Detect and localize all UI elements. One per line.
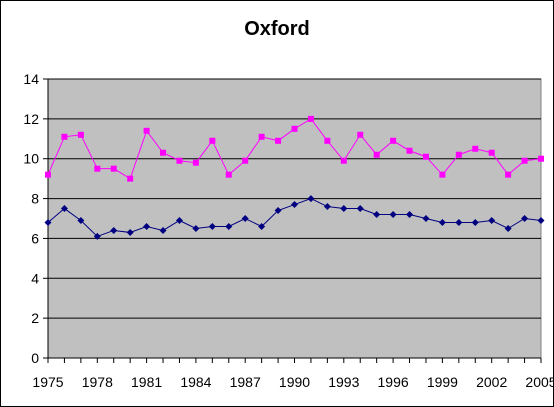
data-point xyxy=(176,157,183,164)
data-point xyxy=(126,228,134,236)
data-point xyxy=(127,175,134,182)
plot-area xyxy=(47,78,542,359)
data-point xyxy=(505,171,512,178)
data-point xyxy=(242,157,249,164)
y-tick-label: 2 xyxy=(31,310,39,326)
y-tick-label: 6 xyxy=(31,230,39,246)
chart-title: Oxford xyxy=(244,18,310,40)
data-point xyxy=(537,216,545,224)
data-point xyxy=(258,222,266,230)
data-point xyxy=(61,133,68,140)
data-point xyxy=(438,218,446,226)
data-point xyxy=(406,211,414,219)
data-point xyxy=(538,155,544,162)
y-tick-label: 14 xyxy=(23,71,39,87)
data-point xyxy=(307,115,314,122)
data-point xyxy=(209,137,216,144)
x-tick-label: 2005 xyxy=(525,374,553,390)
y-tick-label: 0 xyxy=(31,350,39,366)
data-point xyxy=(455,151,462,158)
data-point xyxy=(275,137,282,144)
x-tick-label: 1975 xyxy=(32,374,63,390)
data-point xyxy=(192,159,199,166)
y-tick-label: 4 xyxy=(31,270,39,286)
y-tick-label: 10 xyxy=(23,151,39,167)
data-point xyxy=(389,211,397,219)
axes xyxy=(43,78,542,363)
data-point xyxy=(258,133,265,140)
gridlines xyxy=(48,78,541,319)
x-tick-label: 2002 xyxy=(476,374,507,390)
data-point xyxy=(488,149,495,156)
data-point xyxy=(160,149,167,156)
data-point xyxy=(110,165,117,172)
data-point xyxy=(324,137,331,144)
x-tick-label: 1999 xyxy=(427,374,458,390)
data-point xyxy=(45,171,51,178)
data-point xyxy=(340,157,347,164)
data-point xyxy=(521,215,529,222)
x-tick-label: 1996 xyxy=(378,374,409,390)
x-tick-label: 1993 xyxy=(328,374,359,390)
series-1 xyxy=(45,115,544,182)
y-tick-label: 12 xyxy=(23,111,39,127)
data-point xyxy=(439,171,446,178)
data-point xyxy=(504,224,512,232)
data-point xyxy=(373,151,380,158)
data-point xyxy=(94,165,101,172)
x-tick-label: 1990 xyxy=(279,374,310,390)
data-point xyxy=(110,226,118,234)
tick-labels: 0 2 4 6 8 10 12 14 1975 1978 1981 1984 1987 1990 1993 1… xyxy=(23,71,553,390)
x-tick-label: 1987 xyxy=(230,374,261,390)
data-point xyxy=(488,216,496,224)
data-point xyxy=(291,125,298,132)
data-point xyxy=(208,222,216,230)
data-point xyxy=(406,147,413,154)
data-point xyxy=(521,157,528,164)
data-point xyxy=(471,218,479,226)
data-point xyxy=(175,216,183,224)
data-point xyxy=(44,218,52,226)
x-tick-label: 1984 xyxy=(180,374,211,390)
data-point xyxy=(422,153,429,160)
data-point xyxy=(357,131,364,138)
data-point xyxy=(274,207,282,215)
data-point xyxy=(307,195,315,203)
data-point xyxy=(455,218,463,226)
x-tick-label: 1978 xyxy=(82,374,113,390)
x-tick-label: 1981 xyxy=(131,374,162,390)
series-2 xyxy=(44,195,545,240)
data-point xyxy=(143,222,151,230)
data-point xyxy=(225,222,233,230)
data-point xyxy=(143,127,150,134)
data-point xyxy=(225,171,232,178)
data-point xyxy=(323,203,331,211)
data-point xyxy=(373,211,381,219)
data-point xyxy=(241,215,249,222)
data-point xyxy=(291,201,298,209)
data-point xyxy=(159,226,167,234)
data-point xyxy=(390,137,397,144)
data-point xyxy=(77,216,85,224)
data-point xyxy=(422,215,430,222)
y-tick-label: 8 xyxy=(31,191,39,207)
data-point xyxy=(192,224,200,232)
data-point xyxy=(77,131,84,138)
data-point xyxy=(472,145,479,152)
data-point xyxy=(93,232,101,240)
data-point xyxy=(356,205,364,213)
data-point xyxy=(60,205,68,213)
data-point xyxy=(340,205,348,213)
series-layer xyxy=(44,115,545,240)
